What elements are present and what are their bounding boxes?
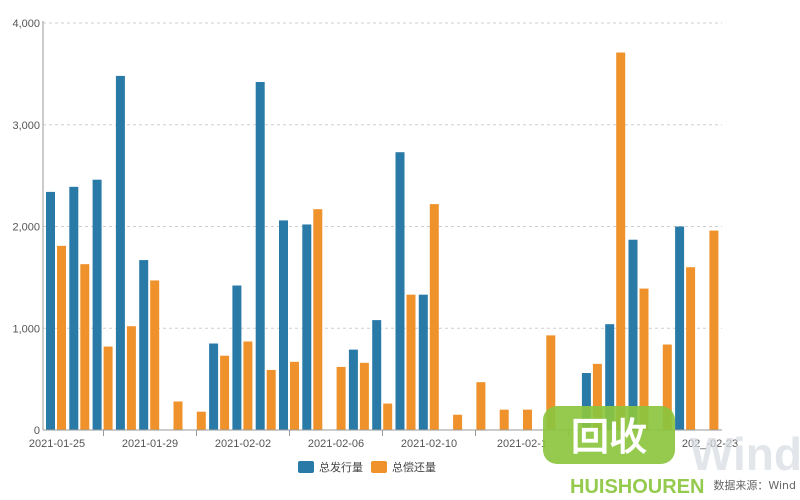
x-tick-label-1: 2021-01-29: [122, 438, 178, 450]
watermark-icon-text: 回收: [571, 417, 647, 459]
x-tick-label-4: 2021-02-10: [401, 438, 457, 450]
y-tick-label-0: 0: [34, 425, 40, 437]
bar-s0-1[interactable]: [69, 186, 79, 430]
legend-label-0: 总发行量: [319, 460, 363, 474]
x-tick-label-6: 202_-02-23: [682, 438, 738, 450]
bar-s1-23[interactable]: [592, 363, 602, 430]
bar-s1-26[interactable]: [662, 344, 672, 430]
x-tick-label-5: 2021-02-1: [497, 438, 547, 450]
legend: 总发行量 总偿还量: [298, 460, 436, 474]
bar-s1-5[interactable]: [173, 401, 183, 430]
legend-swatch-1: [371, 461, 387, 473]
source-label: 数据来源：Wind: [713, 478, 796, 492]
watermark-logo-icon: 回收: [543, 406, 675, 464]
bar-s1-21[interactable]: [546, 335, 556, 430]
bar-s1-14[interactable]: [383, 403, 393, 430]
bar-s1-13[interactable]: [359, 362, 369, 430]
bar-s1-24[interactable]: [616, 52, 626, 430]
bar-s0-24[interactable]: [605, 324, 615, 430]
legend-swatch-0: [298, 461, 314, 473]
watermark: Wind 回收 HUISHOUREN: [543, 406, 800, 498]
bar-s1-1[interactable]: [80, 264, 90, 430]
bar-s1-18[interactable]: [476, 382, 486, 430]
bar-s1-9[interactable]: [266, 369, 276, 430]
bar-s1-20[interactable]: [523, 409, 532, 430]
bar-s0-7[interactable]: [209, 343, 219, 430]
bar-s1-6[interactable]: [196, 411, 206, 430]
bar-s1-19[interactable]: [499, 409, 509, 430]
bar-s0-10[interactable]: [279, 220, 288, 430]
bar-s1-25[interactable]: [639, 288, 649, 430]
bar-s0-14[interactable]: [372, 320, 382, 430]
bar-s0-4[interactable]: [139, 260, 149, 430]
bar-s0-27[interactable]: [675, 226, 685, 431]
bars-group: [46, 52, 719, 431]
bar-s1-7[interactable]: [220, 355, 230, 430]
bar-s1-12[interactable]: [336, 366, 346, 430]
bar-s1-27[interactable]: [686, 267, 696, 430]
bar-s1-0[interactable]: [57, 245, 66, 430]
watermark-brand-text: HUISHOUREN: [570, 476, 704, 498]
bar-s0-3[interactable]: [115, 75, 125, 430]
bar-s1-16[interactable]: [429, 204, 439, 430]
bar-s0-25[interactable]: [628, 239, 638, 430]
watermark-bg-text: Wind: [690, 428, 800, 480]
y-tick-label-3: 3,000: [12, 120, 40, 132]
legend-label-1: 总偿还量: [392, 460, 436, 474]
bar-s1-3[interactable]: [126, 326, 136, 430]
bar-s0-8[interactable]: [232, 285, 242, 430]
y-axis: 0 1,000 2,000 3,000 4,000: [12, 18, 44, 437]
x-tick-label-2: 2021-02-02: [215, 438, 271, 450]
bar-s0-15[interactable]: [395, 152, 405, 430]
y-tick-label-1: 1,000: [12, 323, 40, 335]
y-tick-label-2: 2,000: [12, 222, 40, 234]
bar-s0-2[interactable]: [92, 179, 102, 430]
y-tick-label-4: 4,000: [12, 18, 40, 30]
x-tick-label-0: 2021-01-25: [29, 438, 85, 450]
bar-s1-17[interactable]: [453, 414, 463, 430]
bar-s0-0[interactable]: [46, 191, 55, 430]
x-tick-label-3: 2021-02-06: [308, 438, 364, 450]
bar-s1-2[interactable]: [103, 346, 113, 430]
bar-s1-28[interactable]: [709, 230, 719, 430]
bar-s1-10[interactable]: [290, 361, 299, 430]
legend-item-1[interactable]: 总偿还量: [371, 460, 436, 474]
bar-s1-11[interactable]: [313, 209, 323, 430]
bar-s0-16[interactable]: [418, 294, 428, 430]
bar-s1-8[interactable]: [243, 341, 253, 430]
legend-item-0[interactable]: 总发行量: [298, 460, 363, 474]
bar-s1-4[interactable]: [150, 280, 160, 430]
bar-s1-15[interactable]: [406, 294, 416, 430]
bar-s0-11[interactable]: [302, 224, 312, 430]
bar-s0-23[interactable]: [581, 373, 591, 430]
bar-s0-9[interactable]: [255, 82, 265, 430]
bar-s0-13[interactable]: [348, 349, 358, 430]
